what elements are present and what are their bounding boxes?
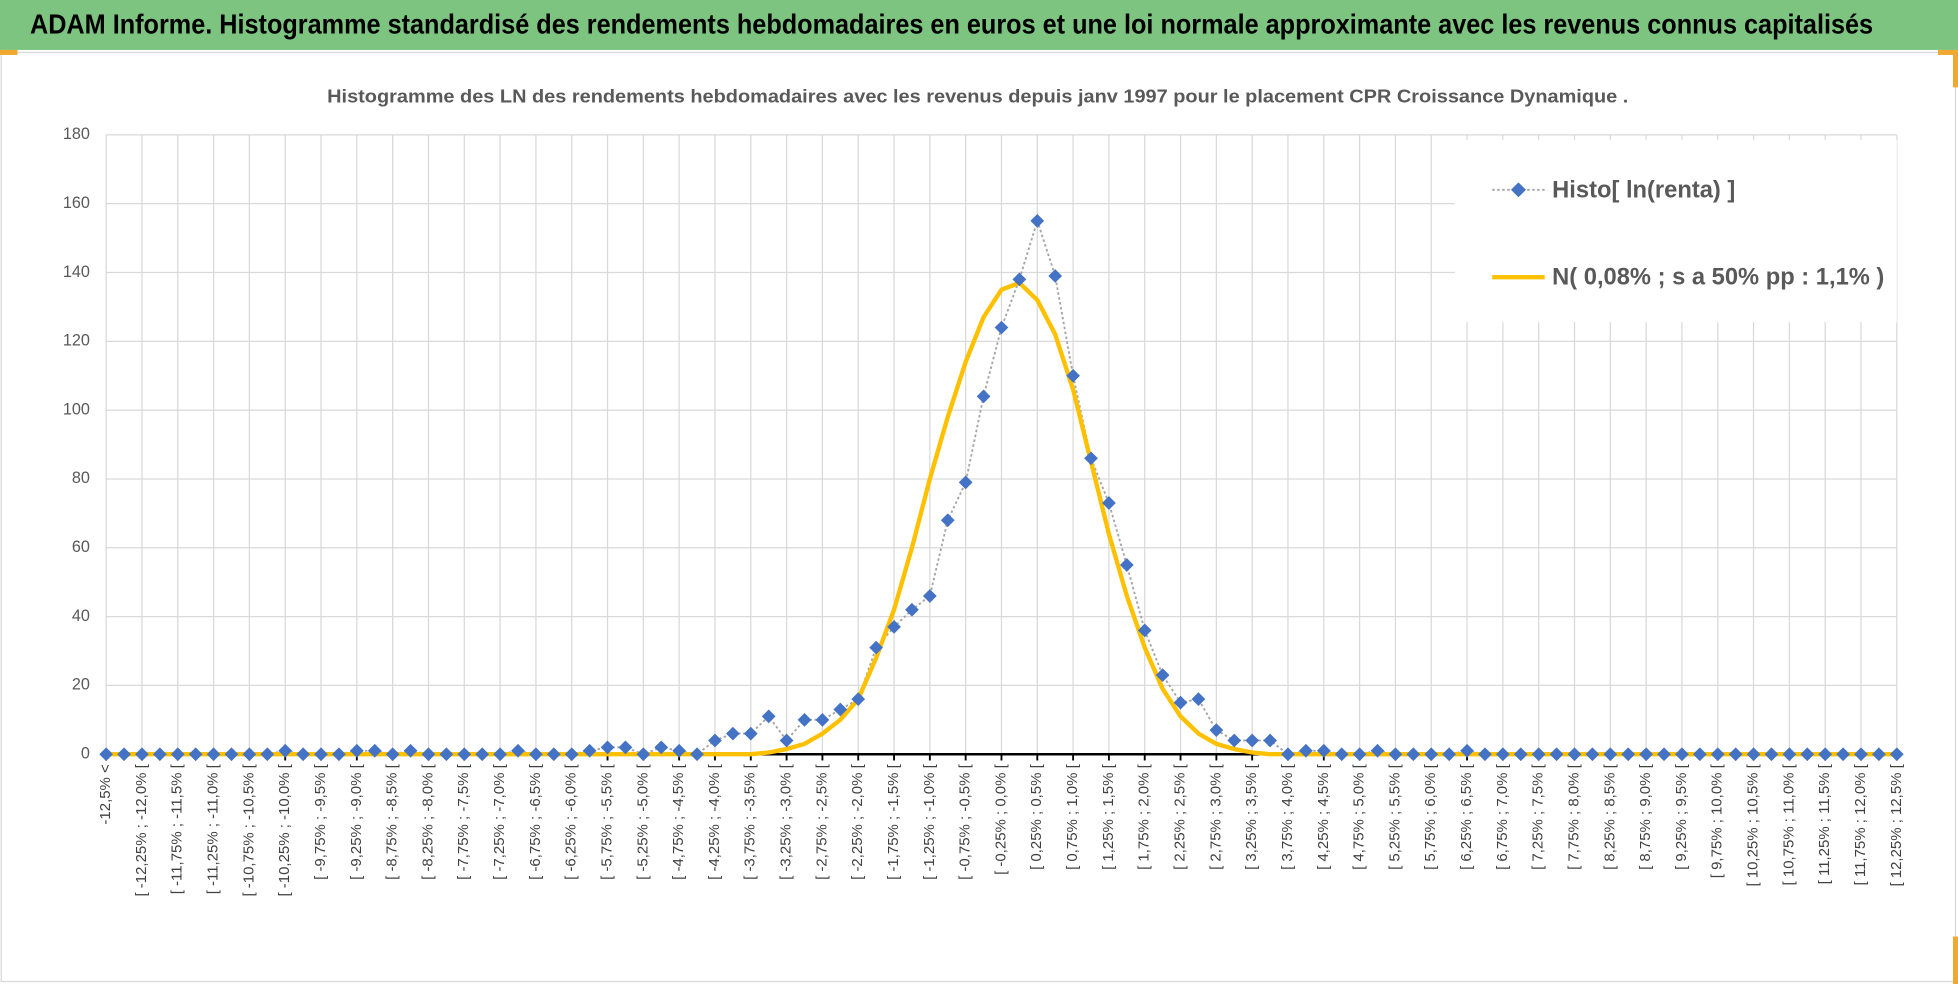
x-tick-label: [ 1,75% ; 2,0% [ bbox=[1136, 763, 1153, 870]
x-tick-label: [ 8,25% ; 8,5% [ bbox=[1601, 763, 1618, 870]
y-tick-label: 120 bbox=[63, 332, 90, 350]
x-tick-label: [ 0,25% ; 0,5% [ bbox=[1028, 763, 1045, 870]
x-tick-label: [ 4,25% ; 4,5% [ bbox=[1315, 763, 1332, 870]
x-tick-label: [ -5,25% ; -5,0% [ bbox=[634, 763, 651, 879]
x-tick-label: [ -6,25% ; -6,0% [ bbox=[563, 763, 580, 879]
x-tick-label: [ 4,75% ; 5,0% [ bbox=[1351, 763, 1368, 870]
x-tick-label: [ 7,75% ; 8,0% [ bbox=[1565, 763, 1582, 870]
x-tick-label: [ -2,75% ; -2,5% [ bbox=[813, 763, 830, 879]
y-tick-label: 40 bbox=[72, 607, 90, 625]
data-point bbox=[994, 320, 1009, 335]
x-tick-label: [ -11,75% ; -11,5% [ bbox=[169, 763, 186, 894]
grid: 0 20 40 60 80 100 120 140 160 180 bbox=[63, 125, 1898, 763]
data-point bbox=[922, 589, 937, 603]
legend-background bbox=[1454, 139, 1897, 323]
data-point bbox=[1084, 451, 1098, 466]
data-point bbox=[815, 712, 830, 727]
x-tick-label: [ 12,25% ; 12,5% [ bbox=[1888, 763, 1905, 886]
x-tick-label: [ -6,75% ; -6,5% [ bbox=[527, 763, 544, 879]
x-tick-label: [ 11,75% ; 12,0% [ bbox=[1852, 763, 1869, 885]
x-tick-label: [ 6,75% ; 7,0% [ bbox=[1494, 763, 1511, 870]
plot: -12,5% < [ -12,25% ; -12,0% [ [ -11,75% ; … bbox=[97, 214, 1905, 897]
chart-frame bbox=[0, 51, 1957, 983]
y-tick-label: 140 bbox=[63, 263, 90, 281]
x-tick-label: [ -10,25% ; -10,0% [ bbox=[276, 763, 293, 896]
x-tick-label: [ 5,75% ; 6,0% [ bbox=[1422, 763, 1439, 870]
page-title: ADAM Informe. Histogramme standardisé de… bbox=[30, 8, 1873, 39]
x-tick-label: [ 9,25% ; 9,5% [ bbox=[1673, 763, 1690, 870]
data-point bbox=[743, 726, 758, 741]
y-tick-label: 20 bbox=[72, 676, 90, 694]
corner-mark bbox=[0, 49, 18, 55]
x-tick-label: [ -3,75% ; -3,5% [ bbox=[742, 763, 759, 879]
x-tick-label: [ 3,75% ; 4,0% [ bbox=[1279, 763, 1296, 870]
x-tick-label: [ -11,25% ; -11,0% [ bbox=[205, 763, 222, 894]
data-point bbox=[869, 640, 883, 655]
x-tick-label: [ -12,25% ; -12,0% [ bbox=[133, 763, 150, 896]
x-tick-label: [ -8,25% ; -8,0% [ bbox=[419, 763, 436, 879]
y-tick-label: 160 bbox=[63, 194, 90, 212]
data-point bbox=[1012, 272, 1027, 287]
x-tick-label: [ -9,25% ; -9,0% [ bbox=[348, 763, 365, 879]
chart-title: Histogramme des LN des rendements hebdom… bbox=[327, 85, 1628, 106]
y-tick-label: 80 bbox=[72, 469, 90, 487]
x-tick-label: [ -1,25% ; -1,0% [ bbox=[921, 763, 938, 879]
header-bar bbox=[0, 0, 1958, 50]
data-point bbox=[958, 475, 973, 490]
y-tick-label: 180 bbox=[63, 125, 90, 143]
legend-label: N( 0,08% ; s a 50% pp : 1,1% ) bbox=[1552, 265, 1884, 291]
x-tick-label: [ -0,75% ; -0,5% [ bbox=[957, 763, 974, 879]
x-tick-label: [ -7,25% ; -7,0% [ bbox=[491, 763, 508, 879]
x-tick-label: -12,5% < bbox=[97, 764, 114, 825]
corner-mark bbox=[1953, 49, 1958, 88]
y-tick-label: 100 bbox=[63, 400, 90, 418]
x-tick-label: [ 1,25% ; 1,5% [ bbox=[1100, 763, 1117, 870]
data-point bbox=[600, 740, 615, 755]
y-tick-label: 0 bbox=[81, 745, 90, 763]
x-tick-label: [ -1,75% ; -1,5% [ bbox=[885, 763, 902, 879]
x-tick-label: [ 5,25% ; 5,5% [ bbox=[1386, 763, 1403, 870]
x-tick-label: [ 0,75% ; 1,0% [ bbox=[1064, 763, 1081, 870]
data-point bbox=[618, 740, 633, 755]
x-tick-label: [ -4,25% ; -4,0% [ bbox=[706, 763, 723, 879]
data-point bbox=[726, 726, 740, 741]
data-point bbox=[654, 740, 669, 755]
x-tick-label: [ 2,25% ; 2,5% [ bbox=[1171, 763, 1188, 870]
x-tick-label: [ -10,75% ; -10,5% [ bbox=[240, 763, 257, 896]
legend: Histo[ ln(renta) ] N( 0,08% ; s a 50% pp … bbox=[1492, 177, 1884, 291]
x-tick-label: [ 10,25% ; 10,5% [ bbox=[1745, 763, 1762, 886]
x-tick-label: [ 8,75% ; 9,0% [ bbox=[1637, 763, 1654, 870]
corner-mark bbox=[1938, 49, 1958, 55]
x-tick-label: [ -8,75% ; -8,5% [ bbox=[384, 763, 401, 879]
legend-marker bbox=[1510, 182, 1526, 198]
data-point bbox=[940, 513, 955, 528]
x-tick-label: [ 3,25% ; 3,5% [ bbox=[1243, 763, 1260, 870]
x-tick-label: [ 10,75% ; 11,0% [ bbox=[1780, 763, 1797, 885]
x-tick-label: [ 2,75% ; 3,0% [ bbox=[1207, 763, 1224, 870]
x-tick-label: [ -3,25% ; -3,0% [ bbox=[778, 763, 795, 879]
x-tick-label: [ 9,75% ; 10,0% [ bbox=[1709, 763, 1726, 878]
data-point bbox=[976, 389, 991, 404]
x-tick-label: [ 7,25% ; 7,5% [ bbox=[1530, 763, 1547, 870]
legend-label: Histo[ ln(renta) ] bbox=[1552, 177, 1735, 203]
corner-mark bbox=[1953, 936, 1958, 984]
x-tick-label: [ -9,75% ; -9,5% [ bbox=[312, 763, 329, 879]
data-point bbox=[887, 620, 901, 634]
x-tick-label: [ 6,25% ; 6,5% [ bbox=[1458, 763, 1475, 870]
data-point bbox=[761, 709, 776, 724]
x-tick-label: [ -4,75% ; -4,5% [ bbox=[670, 763, 687, 879]
x-tick-label: [ -5,75% ; -5,5% [ bbox=[598, 763, 615, 879]
y-tick-label: 60 bbox=[72, 538, 90, 556]
x-tick-label: [ -7,75% ; -7,5% [ bbox=[455, 763, 472, 879]
x-tick-label: [ 11,25% ; 11,5% [ bbox=[1816, 763, 1833, 884]
x-tick-label: [ -0,25% ; 0,0% [ bbox=[992, 763, 1009, 874]
legend-box bbox=[1454, 139, 1897, 323]
x-tick-label: [ -2,25% ; -2,0% [ bbox=[849, 763, 866, 879]
